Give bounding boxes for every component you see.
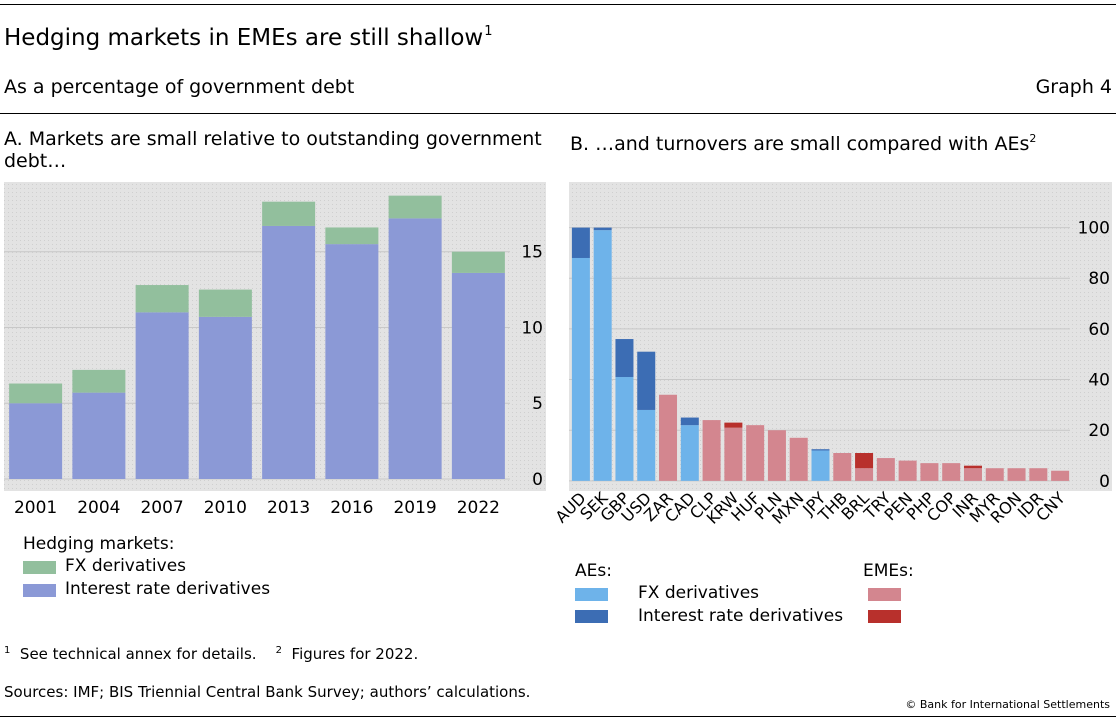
panel-b-bar-eme-fx <box>702 420 721 481</box>
panel-b-bar-eme-fx <box>746 425 765 481</box>
legend-a-fx-swatch <box>23 561 56 574</box>
legend-a-ir-label: Interest rate derivatives <box>65 579 271 599</box>
panel-a-ytick-label: 5 <box>532 394 543 414</box>
panel-b-chart: 020406080100AUDSEKGBPUSDZARCADCLPKRWHUFP… <box>552 182 1112 528</box>
panel-a-bar-ir <box>262 225 316 479</box>
panel-b-bar-eme-ir <box>855 453 874 469</box>
panel-a-bar-ir <box>451 272 505 479</box>
bottom-rule <box>0 716 1116 717</box>
panel-b-bar-ae-ir <box>571 227 590 258</box>
panel-b-bar-eme-fx <box>985 468 1004 481</box>
panel-a-bar-ir <box>388 218 442 479</box>
panel-a-bar-fx <box>325 227 379 245</box>
panel-a-xtick-label: 2019 <box>393 498 436 518</box>
panel-b-bar-ae-fx <box>680 425 699 481</box>
panel-a-bar-ir <box>72 392 126 479</box>
top-rule <box>0 4 1116 5</box>
panel-a-xtick-label: 2001 <box>14 498 57 518</box>
sources-text: Sources: IMF; BIS Triennial Central Bank… <box>4 683 531 701</box>
panel-b-bar-eme-fx <box>1007 468 1026 481</box>
panel-a-bar-ir <box>198 316 252 479</box>
panel-a-xtick-label: 2007 <box>140 498 183 518</box>
panel-b-title: B. …and turnovers are small compared wit… <box>570 132 1037 155</box>
panel-b-bar-eme-ir <box>724 422 743 428</box>
panel-b-bar-ae-fx <box>593 230 612 481</box>
graph-number: Graph 4 <box>1035 76 1112 98</box>
panel-b-bar-eme-fx <box>898 460 917 481</box>
panel-a-title: A. Markets are small relative to outstan… <box>4 128 542 172</box>
footnote-1-mark: 1 <box>4 645 11 656</box>
footnote-2-text: Figures for 2022. <box>291 645 419 663</box>
panel-b-ytick-label: 20 <box>1088 421 1110 441</box>
panel-a-xtick-label: 2013 <box>267 498 310 518</box>
panel-b-bar-eme-fx <box>789 437 808 481</box>
legend-a-ir-swatch <box>23 584 56 597</box>
footnote-2-mark: 2 <box>275 645 282 656</box>
panel-b-ytick-label: 40 <box>1088 371 1110 391</box>
panel-b-footnote-mark: 2 <box>1029 132 1037 145</box>
panel-b-bar-eme-fx <box>724 427 743 481</box>
panel-a-bar-ir <box>325 244 379 479</box>
panel-b-bar-eme-fx <box>659 394 678 481</box>
panel-a-bar-fx <box>451 251 505 273</box>
panel-a-bar-fx <box>9 383 63 404</box>
header-rule <box>0 113 1116 114</box>
legend-b-eme-ir-swatch <box>868 610 901 623</box>
panel-a-bar-fx <box>72 369 126 393</box>
legend-b-ir-label: Interest rate derivatives <box>638 606 844 626</box>
chart-title: Hedging markets in EMEs are still shallo… <box>4 24 493 51</box>
panel-a-chart: 0 5 10 15 2001 2004 2007 2010 2013 2016 2019 2022 <box>4 182 546 518</box>
panel-a-ytick-label: 0 <box>532 470 543 490</box>
panel-b-bar-eme-fx <box>767 430 786 481</box>
panel-b-bar-ae-ir <box>680 417 699 426</box>
panel-b-bar-eme-fx <box>876 458 895 481</box>
panel-b-bar-ae-fx <box>615 377 634 481</box>
panel-b-bar-eme-fx <box>833 453 852 481</box>
legend-b-aes-heading: AEs: <box>575 561 612 581</box>
panel-b-bar-eme-ir <box>963 465 982 469</box>
legend-b-ae-fx-swatch <box>575 588 608 601</box>
footnote-1-text: See technical annex for details. <box>19 645 257 663</box>
panel-a-bar-fx <box>388 195 442 219</box>
panel-b-bar-ae-ir <box>637 351 656 410</box>
panel-b-ytick-label: 80 <box>1088 269 1110 289</box>
panel-b-ytick-label: 100 <box>1078 219 1110 239</box>
panel-b-bar-eme-fx <box>1051 470 1070 481</box>
panel-b-bar-ae-fx <box>571 257 590 481</box>
panel-b-bar-ae-fx <box>637 409 656 481</box>
panel-a-bar-fx <box>198 289 252 317</box>
panel-b-bar-ae-ir <box>615 339 634 378</box>
panel-b-ytick-label: 60 <box>1088 320 1110 340</box>
panel-a-bar-fx <box>262 201 316 226</box>
panel-b-bar-eme-fx <box>942 463 961 481</box>
panel-b-bar-ae-ir <box>811 449 830 451</box>
panel-a-xtick-label: 2016 <box>330 498 373 518</box>
legend-a-fx-label: FX derivatives <box>65 556 187 576</box>
footnotes-line: 1 See technical annex for details. 2 Fig… <box>4 645 418 663</box>
legend-b-eme-fx-swatch <box>868 588 901 601</box>
panel-b-bar-eme-fx <box>1029 468 1048 481</box>
panel-b-bar-ae-fx <box>811 450 830 481</box>
chart-subtitle: As a percentage of government debt <box>4 76 355 98</box>
panel-b-bar-eme-fx <box>920 463 939 481</box>
panel-a-bar-ir <box>135 312 189 479</box>
panel-b-ytick-label: 0 <box>1099 472 1110 492</box>
panel-a-xtick-label: 2010 <box>204 498 247 518</box>
panel-a-ytick-label: 15 <box>521 243 543 263</box>
panel-b-bar-eme-fx <box>963 468 982 481</box>
panel-a-ytick-label: 10 <box>521 318 543 338</box>
legend-b-fx-label: FX derivatives <box>638 583 760 603</box>
panel-a-bar-ir <box>9 403 63 479</box>
copyright-text: © Bank for International Settlements <box>905 698 1110 711</box>
panel-b-bar-ae-ir <box>593 227 612 231</box>
title-footnote-mark: 1 <box>484 24 493 39</box>
legend-b-ae-ir-swatch <box>575 610 608 623</box>
legend-a-heading: Hedging markets: <box>23 534 175 554</box>
panel-b-bar-eme-fx <box>855 468 874 481</box>
panel-a-xtick-label: 2022 <box>457 498 500 518</box>
panel-a-bar-fx <box>135 285 189 313</box>
legend-b-emes-heading: EMEs: <box>863 561 914 581</box>
panel-a-xtick-label: 2004 <box>77 498 120 518</box>
